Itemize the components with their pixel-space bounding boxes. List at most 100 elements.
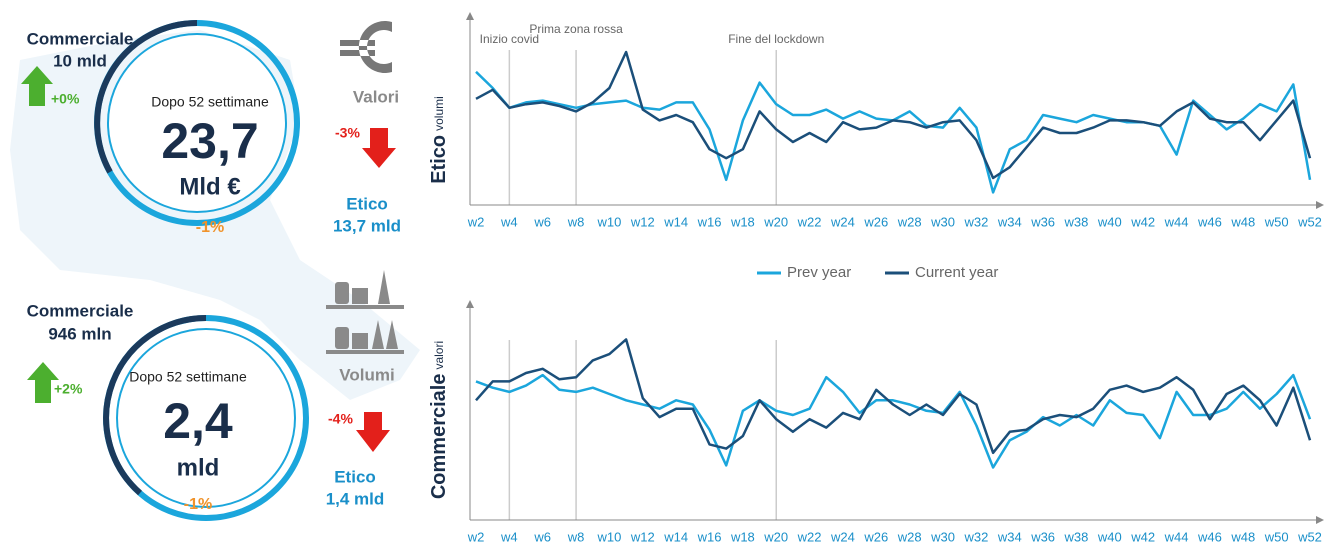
ring-share (94, 20, 198, 174)
x-tick-label: w2 (467, 214, 485, 229)
x-tick-label: w42 (1130, 529, 1155, 544)
x-tick-label: w4 (500, 214, 518, 229)
ring-value: 23,7 (161, 113, 258, 169)
down-arrow (356, 412, 390, 452)
x-tick-label: w32 (963, 214, 988, 229)
x-tick-label: w48 (1230, 529, 1255, 544)
x-tick-label: w30 (930, 214, 955, 229)
commerciale-label: Commerciale (27, 29, 134, 48)
x-tick-label: w18 (730, 214, 755, 229)
ring-share (103, 315, 207, 496)
ring-caption: Dopo 52 settimane (129, 369, 247, 385)
x-tick-label: w46 (1197, 529, 1222, 544)
commerciale-change: +2% (54, 381, 83, 397)
legend-label: Prev year (787, 264, 851, 281)
etico-change: -3% (335, 125, 360, 141)
x-tick-label: w14 (663, 214, 688, 229)
x-tick-label: w36 (1030, 214, 1055, 229)
x-tick-label: w44 (1164, 214, 1189, 229)
x-tick-label: w8 (567, 529, 585, 544)
ring-inner (116, 328, 296, 508)
y-axis-arrow (466, 12, 474, 20)
x-tick-label: w38 (1064, 214, 1089, 229)
up-arrow (27, 362, 59, 403)
values-panel: Dopo 52 settimane 23,7 Mld € -1% Commerc… (21, 20, 401, 236)
annotation: Inizio covid (480, 32, 539, 46)
x-tick-label: w42 (1130, 214, 1155, 229)
x-tick-label: w6 (533, 214, 551, 229)
y-axis-label-main: Etico (428, 135, 450, 184)
x-tick-label: w44 (1164, 529, 1189, 544)
etico-label: Etico (346, 194, 388, 213)
ring-inner (107, 33, 287, 213)
down-arrow (362, 128, 396, 168)
x-tick-label: w22 (797, 529, 822, 544)
x-tick-label: w48 (1230, 214, 1255, 229)
ring-unit: Mld € (179, 173, 240, 200)
x-tick-label: w50 (1264, 529, 1289, 544)
ring-caption: Dopo 52 settimane (151, 94, 269, 110)
x-tick-label: w52 (1297, 214, 1322, 229)
x-tick-label: w38 (1064, 529, 1089, 544)
x-tick-label: w32 (963, 529, 988, 544)
x-tick-label: w26 (863, 214, 888, 229)
ring-change: -1% (184, 496, 212, 513)
etico-change: -4% (328, 411, 353, 427)
y-axis-label-sub: valori (432, 341, 446, 370)
x-tick-label: w10 (597, 214, 622, 229)
x-tick-label: w22 (797, 214, 822, 229)
icon-label: Volumi (339, 365, 394, 384)
x-tick-label: w52 (1297, 529, 1322, 544)
series-line (475, 373, 1312, 469)
icon-label: Valori (353, 87, 399, 106)
euro-icon (340, 20, 392, 73)
x-tick-label: w20 (763, 214, 788, 229)
x-tick-label: w6 (533, 529, 551, 544)
x-tick-label: w40 (1097, 529, 1122, 544)
x-tick-label: w14 (663, 529, 688, 544)
x-tick-label: w12 (630, 529, 655, 544)
volumes-panel: Dopo 52 settimane 2,4 mld -1% Commercial… (27, 270, 404, 521)
etico-label: Etico (334, 467, 376, 486)
y-axis-label: Commerciale valori (428, 341, 450, 499)
ring-unit: mld (177, 454, 220, 481)
commerciale-change: +0% (51, 91, 80, 107)
x-tick-label: w30 (930, 529, 955, 544)
x-tick-label: w28 (897, 529, 922, 544)
series-line (475, 50, 1312, 180)
x-tick-label: w26 (863, 529, 888, 544)
series-line (475, 70, 1312, 194)
etico-amount: 1,4 mld (326, 489, 385, 508)
x-tick-label: w34 (997, 529, 1022, 544)
etico-amount: 13,7 mld (333, 216, 401, 235)
x-tick-label: w20 (763, 529, 788, 544)
ring-change: -1% (196, 219, 224, 236)
x-tick-label: w18 (730, 529, 755, 544)
commerciale-label: Commerciale (27, 301, 134, 320)
annotation: Prima zona rossa (529, 22, 623, 36)
series-line (475, 338, 1312, 455)
y-axis-label: Etico volumi (428, 96, 450, 184)
x-tick-label: w2 (467, 529, 485, 544)
x-tick-label: w24 (830, 529, 855, 544)
x-tick-label: w24 (830, 214, 855, 229)
x-tick-label: w16 (697, 214, 722, 229)
y-axis-arrow (466, 300, 474, 308)
up-arrow (21, 66, 53, 106)
x-tick-label: w10 (597, 529, 622, 544)
x-tick-label: w46 (1197, 214, 1222, 229)
commerciale-amount: 946 mln (48, 324, 111, 343)
x-tick-label: w50 (1264, 214, 1289, 229)
y-axis-label-main: Commerciale (428, 374, 450, 500)
x-tick-label: w4 (500, 529, 518, 544)
x-tick-label: w12 (630, 214, 655, 229)
annotation: Fine del lockdown (728, 32, 824, 46)
commerciale-amount: 10 mld (53, 51, 107, 70)
y-axis-label-sub: volumi (432, 96, 446, 131)
bottles-icon (326, 270, 404, 354)
ring-value: 2,4 (163, 393, 233, 449)
x-axis-arrow (1316, 516, 1324, 524)
x-tick-label: w40 (1097, 214, 1122, 229)
x-tick-label: w28 (897, 214, 922, 229)
